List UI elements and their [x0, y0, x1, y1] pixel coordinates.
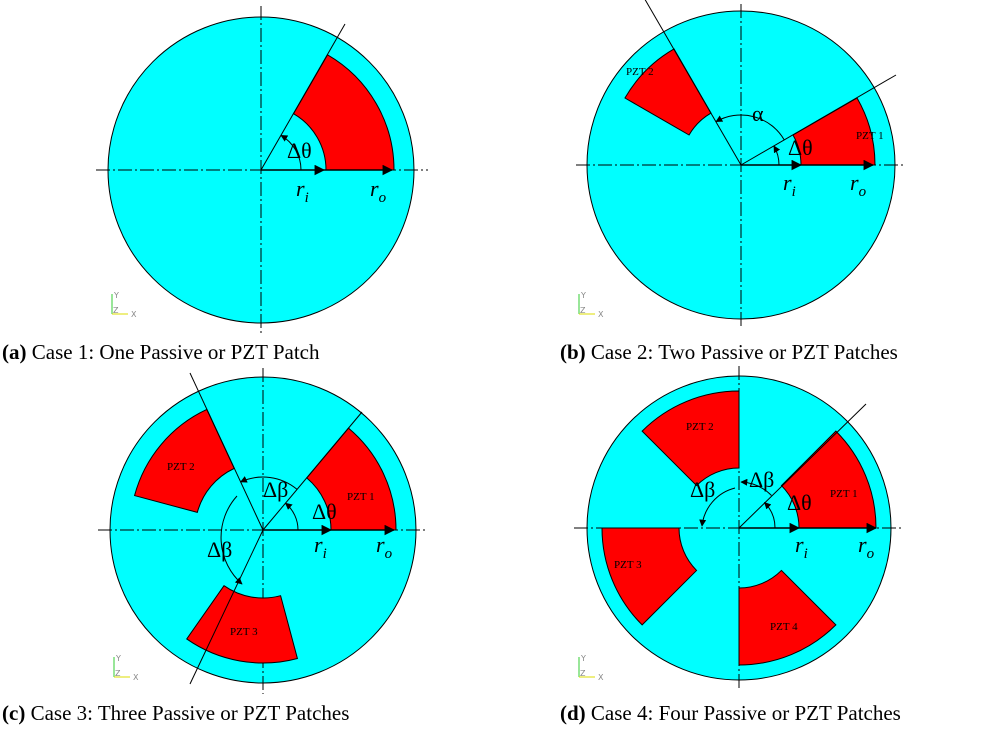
svg-text:Z: Z [113, 306, 119, 315]
radial-line [260, 23, 346, 171]
svg-text:X: X [131, 310, 137, 319]
ri-label: ri [783, 170, 796, 200]
coordinate-triad: Y X Z [113, 654, 139, 682]
radial-line-1 [740, 74, 897, 166]
ri-label: ri [795, 532, 808, 562]
ri-label: ri [296, 176, 309, 206]
beta-label-1: Δβ [263, 477, 288, 502]
patch-label-2: PZT 2 [626, 66, 654, 78]
svg-text:X: X [598, 310, 604, 319]
svg-text:Z: Z [580, 306, 586, 315]
pzt-patch-1 [780, 430, 877, 529]
pzt-patch-3 [186, 585, 299, 664]
theta-arc [284, 502, 299, 531]
patch-label-3: PZT 3 [614, 559, 642, 571]
svg-text:Z: Z [580, 669, 586, 678]
coordinate-triad: Y X Z [111, 291, 137, 319]
beta-label-1: Δβ [749, 467, 774, 492]
panel-d: Δβ Δβ Δθ PZT 1 PZT 2 PZT 3 PZT 4 ri ro Y… [560, 366, 904, 725]
svg-text:Y: Y [580, 654, 586, 663]
coordinate-triad: Y X Z [578, 291, 604, 319]
coordinate-triad: Y X Z [578, 654, 604, 682]
radial-line-3 [189, 529, 264, 685]
radial-line-1 [262, 411, 363, 531]
caption-c: (c) Case 3: Three Passive or PZT Patches [2, 701, 349, 725]
alpha-arc [715, 114, 785, 141]
svg-text:Y: Y [113, 291, 119, 300]
beta-label-2: Δβ [690, 477, 715, 502]
ro-label: ro [370, 176, 387, 206]
pzt-patch-2 [133, 408, 235, 514]
svg-text:Y: Y [580, 291, 586, 300]
patches [133, 408, 397, 664]
theta-label: Δθ [287, 138, 312, 163]
alpha-label: α [752, 101, 764, 126]
theta-label: Δθ [312, 499, 337, 524]
beta-label-2: Δβ [207, 537, 232, 562]
panel-b: α Δθ PZT 1 PZT 2 ri ro Y X Z (b) Case 2:… [560, 0, 906, 364]
panel-a: Δθ ri ro Y X Z (a) Case 1: One Passive o… [2, 6, 428, 364]
pzt-patch-2 [624, 48, 712, 136]
ro-label: ro [376, 532, 393, 562]
svg-text:X: X [598, 673, 604, 682]
radial-line-2 [189, 372, 264, 531]
patch-label-3: PZT 3 [230, 626, 258, 638]
caption-b: (b) Case 2: Two Passive or PZT Patches [560, 340, 898, 364]
patch-label-1: PZT 1 [830, 488, 858, 500]
patch-label-4: PZT 4 [770, 621, 798, 633]
beta-arc-2 [220, 495, 243, 585]
svg-text:X: X [133, 673, 139, 682]
caption-a: (a) Case 1: One Passive or PZT Patch [2, 340, 320, 364]
beta-arc-1 [239, 476, 298, 490]
svg-text:Y: Y [115, 654, 121, 663]
radial-line-2 [644, 0, 742, 166]
patches [601, 390, 877, 666]
ri-label: ri [314, 532, 327, 562]
radial-line [738, 403, 867, 529]
patches [624, 48, 876, 166]
theta-label: Δθ [787, 490, 812, 515]
pzt-patch-4 [738, 569, 837, 666]
theta-label: Δθ [788, 135, 813, 160]
theta-arc [764, 502, 776, 529]
beta-arc-1 [740, 478, 772, 496]
ro-label: ro [858, 532, 875, 562]
ro-label: ro [850, 170, 867, 200]
patch-label-1: PZT 1 [347, 491, 375, 503]
patch-label-2: PZT 2 [167, 461, 195, 473]
pzt-patch-2 [641, 390, 740, 487]
patch-label-2: PZT 2 [686, 421, 714, 433]
panel-c: Δβ Δβ Δθ PZT 1 PZT 2 PZT 3 ri ro Y X Z (… [2, 368, 428, 725]
svg-text:Z: Z [115, 669, 121, 678]
patch-label-1: PZT 1 [856, 130, 884, 142]
caption-d: (d) Case 4: Four Passive or PZT Patches [560, 701, 901, 725]
theta-arc [280, 134, 302, 171]
pzt-patch-3 [601, 527, 698, 626]
beta-arc-2 [699, 487, 736, 527]
